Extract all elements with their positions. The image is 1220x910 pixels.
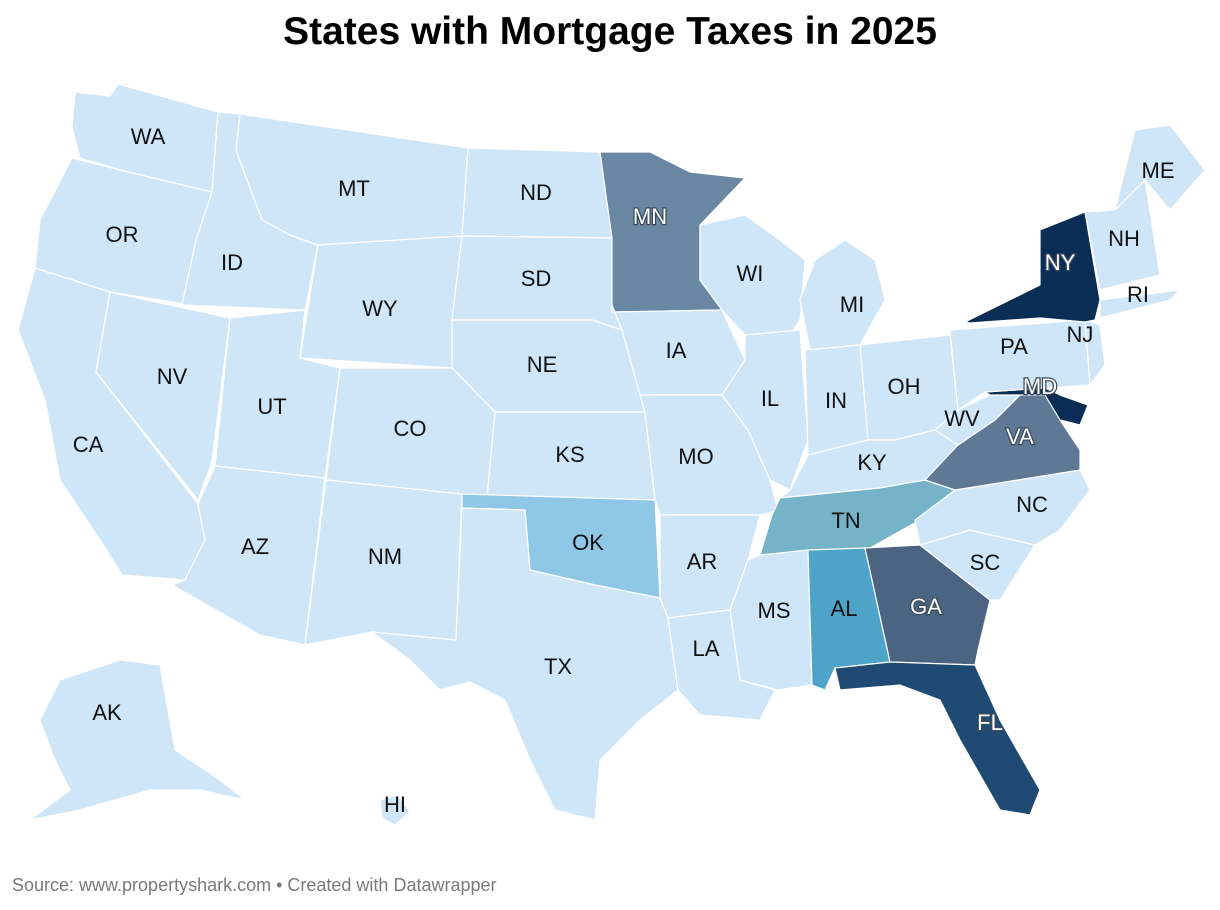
state-label-hi: HI — [384, 792, 406, 817]
map-title: States with Mortgage Taxes in 2025 — [283, 10, 937, 53]
source-note: Source: www.propertyshark.com • Created … — [12, 875, 497, 895]
state-label-nm: NM — [368, 544, 402, 569]
state-mi[interactable] — [799, 239, 886, 351]
state-pa[interactable] — [949, 319, 1091, 411]
state-me[interactable] — [1114, 124, 1206, 211]
state-tx[interactable] — [371, 507, 679, 821]
state-ny[interactable] — [964, 211, 1101, 324]
state-label-ny: NY — [1045, 250, 1076, 275]
state-label-nj: NJ — [1067, 322, 1094, 347]
state-label-ut: UT — [257, 394, 286, 419]
us-states-map: WA OR CA ID NV MT WY UT AZ CO NM ND SD NE KS OK TX MN IA MO… — [17, 83, 1206, 826]
state-label-nh: NH — [1108, 226, 1140, 251]
state-nc[interactable] — [914, 469, 1091, 546]
state-label-tx: TX — [544, 654, 572, 679]
state-wi[interactable] — [699, 214, 806, 336]
state-label-ak: AK — [92, 700, 122, 725]
state-az[interactable] — [171, 465, 326, 646]
state-label-nd: ND — [520, 180, 552, 205]
state-label-wy: WY — [362, 296, 398, 321]
state-nv[interactable] — [95, 291, 231, 501]
state-label-sc: SC — [970, 550, 1001, 575]
state-label-me: ME — [1142, 158, 1175, 183]
state-label-wa: WA — [131, 124, 166, 149]
state-label-oh: OH — [888, 374, 921, 399]
state-label-ok: OK — [572, 530, 604, 555]
state-label-ri: RI — [1127, 282, 1149, 307]
state-label-pa: PA — [1000, 334, 1028, 359]
state-nh[interactable] — [1084, 179, 1161, 291]
state-hi[interactable] — [379, 794, 411, 826]
state-label-ga: GA — [910, 594, 942, 619]
state-fl[interactable] — [834, 661, 1041, 816]
state-label-or: OR — [106, 222, 139, 247]
state-label-mt: MT — [338, 176, 370, 201]
state-label-in: IN — [825, 388, 847, 413]
state-label-nc: NC — [1016, 492, 1048, 517]
state-label-sd: SD — [521, 266, 552, 291]
state-label-wv: WV — [944, 406, 980, 431]
state-label-mn: MN — [633, 204, 667, 229]
state-label-il: IL — [761, 386, 779, 411]
state-nj[interactable] — [1084, 319, 1106, 386]
state-label-ne: NE — [527, 352, 558, 377]
state-label-mo: MO — [678, 444, 713, 469]
state-label-az: AZ — [241, 534, 269, 559]
state-label-ar: AR — [687, 549, 718, 574]
state-label-ca: CA — [73, 432, 104, 457]
state-label-va: VA — [1006, 424, 1034, 449]
state-label-la: LA — [693, 636, 720, 661]
state-label-al: AL — [831, 596, 858, 621]
state-label-ks: KS — [555, 442, 584, 467]
state-label-nv: NV — [157, 364, 188, 389]
state-label-id: ID — [221, 250, 243, 275]
state-label-tn: TN — [831, 508, 860, 533]
state-label-co: CO — [394, 416, 427, 441]
state-ri[interactable] — [1099, 289, 1181, 319]
state-il[interactable] — [721, 329, 809, 491]
state-ak[interactable] — [29, 659, 246, 821]
state-label-ia: IA — [666, 338, 687, 363]
state-md[interactable] — [984, 387, 1089, 426]
state-label-wi: WI — [737, 261, 764, 286]
state-label-ms: MS — [758, 598, 791, 623]
state-label-ky: KY — [857, 450, 887, 475]
state-label-fl: FL — [977, 710, 1003, 735]
state-label-md: MD — [1023, 374, 1057, 399]
state-label-mi: MI — [840, 292, 864, 317]
